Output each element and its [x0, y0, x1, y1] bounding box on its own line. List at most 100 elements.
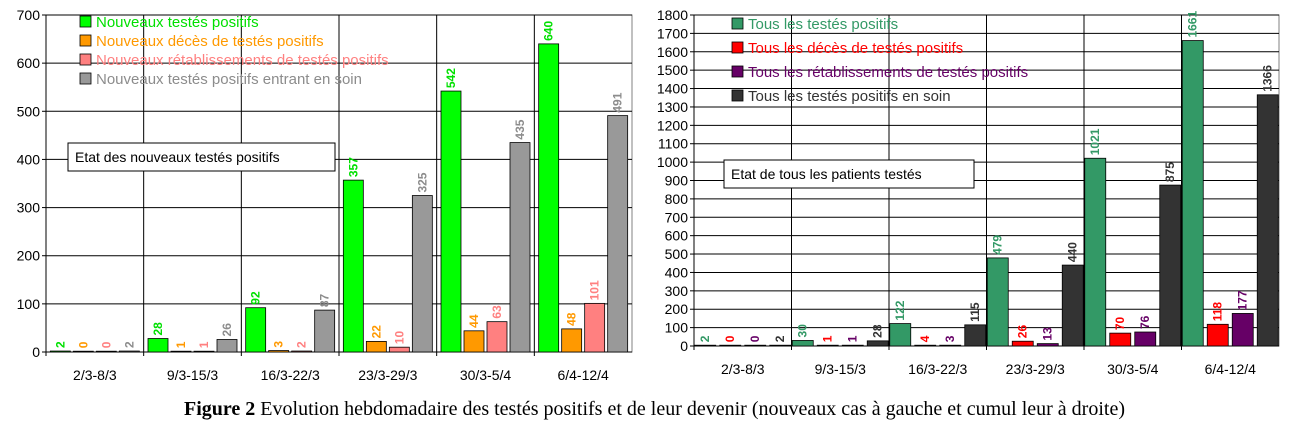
- data-label: 76: [1138, 315, 1152, 329]
- bar: [1011, 340, 1034, 347]
- bar: [607, 115, 629, 353]
- data-label: 357: [346, 157, 360, 177]
- x-tick-label: 16/3-22/3: [908, 361, 967, 377]
- data-label: 115: [968, 302, 982, 322]
- bar: [816, 344, 839, 347]
- data-label: 48: [565, 312, 579, 326]
- bar: [1231, 313, 1254, 347]
- data-label: 4: [918, 335, 932, 342]
- bar: [268, 350, 290, 353]
- legend-label: Tous les rétablissements de testés posit…: [748, 64, 1028, 81]
- bar: [388, 346, 410, 353]
- bar: [769, 344, 792, 347]
- data-label: 30: [796, 324, 810, 338]
- bar: [986, 257, 1009, 347]
- data-label: 1021: [1088, 128, 1102, 155]
- data-label: 63: [490, 305, 504, 319]
- bar: [193, 350, 215, 353]
- data-label: 10: [392, 331, 406, 345]
- data-label: 0: [748, 335, 762, 342]
- x-tick-label: 6/4-12/4: [557, 367, 609, 383]
- bar: [889, 323, 912, 347]
- y-tick-label: 0: [32, 344, 40, 360]
- legend-swatch: [731, 65, 744, 78]
- data-label: 0: [99, 341, 113, 348]
- y-tick-label: 1100: [658, 136, 688, 152]
- data-label: 875: [1163, 162, 1177, 182]
- bar: [118, 350, 140, 353]
- y-tick-label: 800: [665, 191, 689, 207]
- annotation-box: [723, 159, 975, 189]
- bar: [342, 179, 364, 353]
- bar: [509, 142, 531, 353]
- data-label: 3: [272, 341, 286, 348]
- bar: [1109, 332, 1132, 347]
- y-tick-label: 700: [665, 209, 689, 225]
- figure-caption: Figure 2 Evolution hebdomadaire des test…: [0, 398, 1309, 421]
- bar: [841, 344, 864, 347]
- y-tick-label: 1200: [657, 117, 688, 133]
- y-tick-label: 700: [17, 7, 41, 23]
- x-tick-label: 6/4-12/4: [1205, 361, 1257, 377]
- legend-label: Tous les décès de testés positifs: [748, 40, 963, 57]
- data-label: 542: [444, 68, 458, 88]
- data-label: 640: [542, 21, 556, 41]
- bar: [411, 195, 433, 353]
- y-tick-label: 600: [665, 228, 689, 244]
- data-label: 2: [122, 341, 136, 348]
- y-tick-label: 400: [17, 151, 41, 167]
- y-tick-label: 1000: [657, 154, 688, 170]
- x-tick-label: 2/3-8/3: [721, 361, 765, 377]
- bar: [964, 324, 987, 347]
- data-label: 435: [513, 119, 527, 139]
- y-tick-label: 500: [665, 246, 689, 262]
- legend-swatch: [79, 72, 92, 85]
- data-label: 13: [1041, 327, 1055, 341]
- legend-swatch: [79, 53, 92, 66]
- figure-caption-text: Evolution hebdomadaire des testés positi…: [255, 398, 1125, 420]
- data-label: 177: [1236, 290, 1250, 310]
- x-tick-label: 23/3-29/3: [358, 367, 417, 383]
- chart-2: 0100200300400500600700800900100011001200…: [657, 7, 1280, 377]
- bar: [538, 43, 560, 353]
- data-label: 26: [1016, 325, 1030, 339]
- bar: [245, 307, 267, 353]
- bar: [694, 344, 717, 347]
- bar: [1159, 184, 1182, 347]
- bar: [866, 340, 889, 347]
- data-label: 2: [295, 341, 309, 348]
- data-label: 92: [249, 291, 263, 305]
- bar: [1061, 264, 1084, 347]
- y-tick-label: 1800: [657, 7, 688, 23]
- bar: [939, 344, 962, 347]
- data-label: 28: [151, 322, 165, 336]
- data-label: 122: [893, 300, 907, 320]
- legend-swatch: [79, 15, 92, 28]
- data-label: 0: [76, 341, 90, 348]
- bar: [1206, 323, 1229, 347]
- data-label: 1366: [1261, 65, 1275, 92]
- annotation-text: Etat de tous les patients testés: [731, 166, 922, 182]
- y-tick-label: 1400: [657, 81, 688, 97]
- data-label: 28: [871, 324, 885, 338]
- y-tick-label: 200: [17, 248, 41, 264]
- data-label: 87: [318, 293, 332, 307]
- bar: [486, 321, 508, 353]
- data-label: 3: [943, 335, 957, 342]
- legend-label: Nouveaux testés positifs: [96, 14, 259, 31]
- legend-swatch: [731, 41, 744, 54]
- bar: [463, 330, 485, 353]
- bar: [744, 344, 767, 347]
- legend-swatch: [79, 34, 92, 47]
- x-tick-label: 23/3-29/3: [1006, 361, 1065, 377]
- data-label: 1: [846, 335, 860, 342]
- data-label: 101: [588, 280, 602, 300]
- legend-label: Tous les testés positifs en soin: [748, 88, 951, 105]
- bar: [914, 344, 937, 347]
- data-label: 479: [991, 235, 1005, 255]
- y-tick-label: 0: [680, 338, 688, 354]
- y-tick-label: 400: [665, 264, 689, 280]
- legend-label: Nouveaux décès de testés positifs: [96, 33, 324, 50]
